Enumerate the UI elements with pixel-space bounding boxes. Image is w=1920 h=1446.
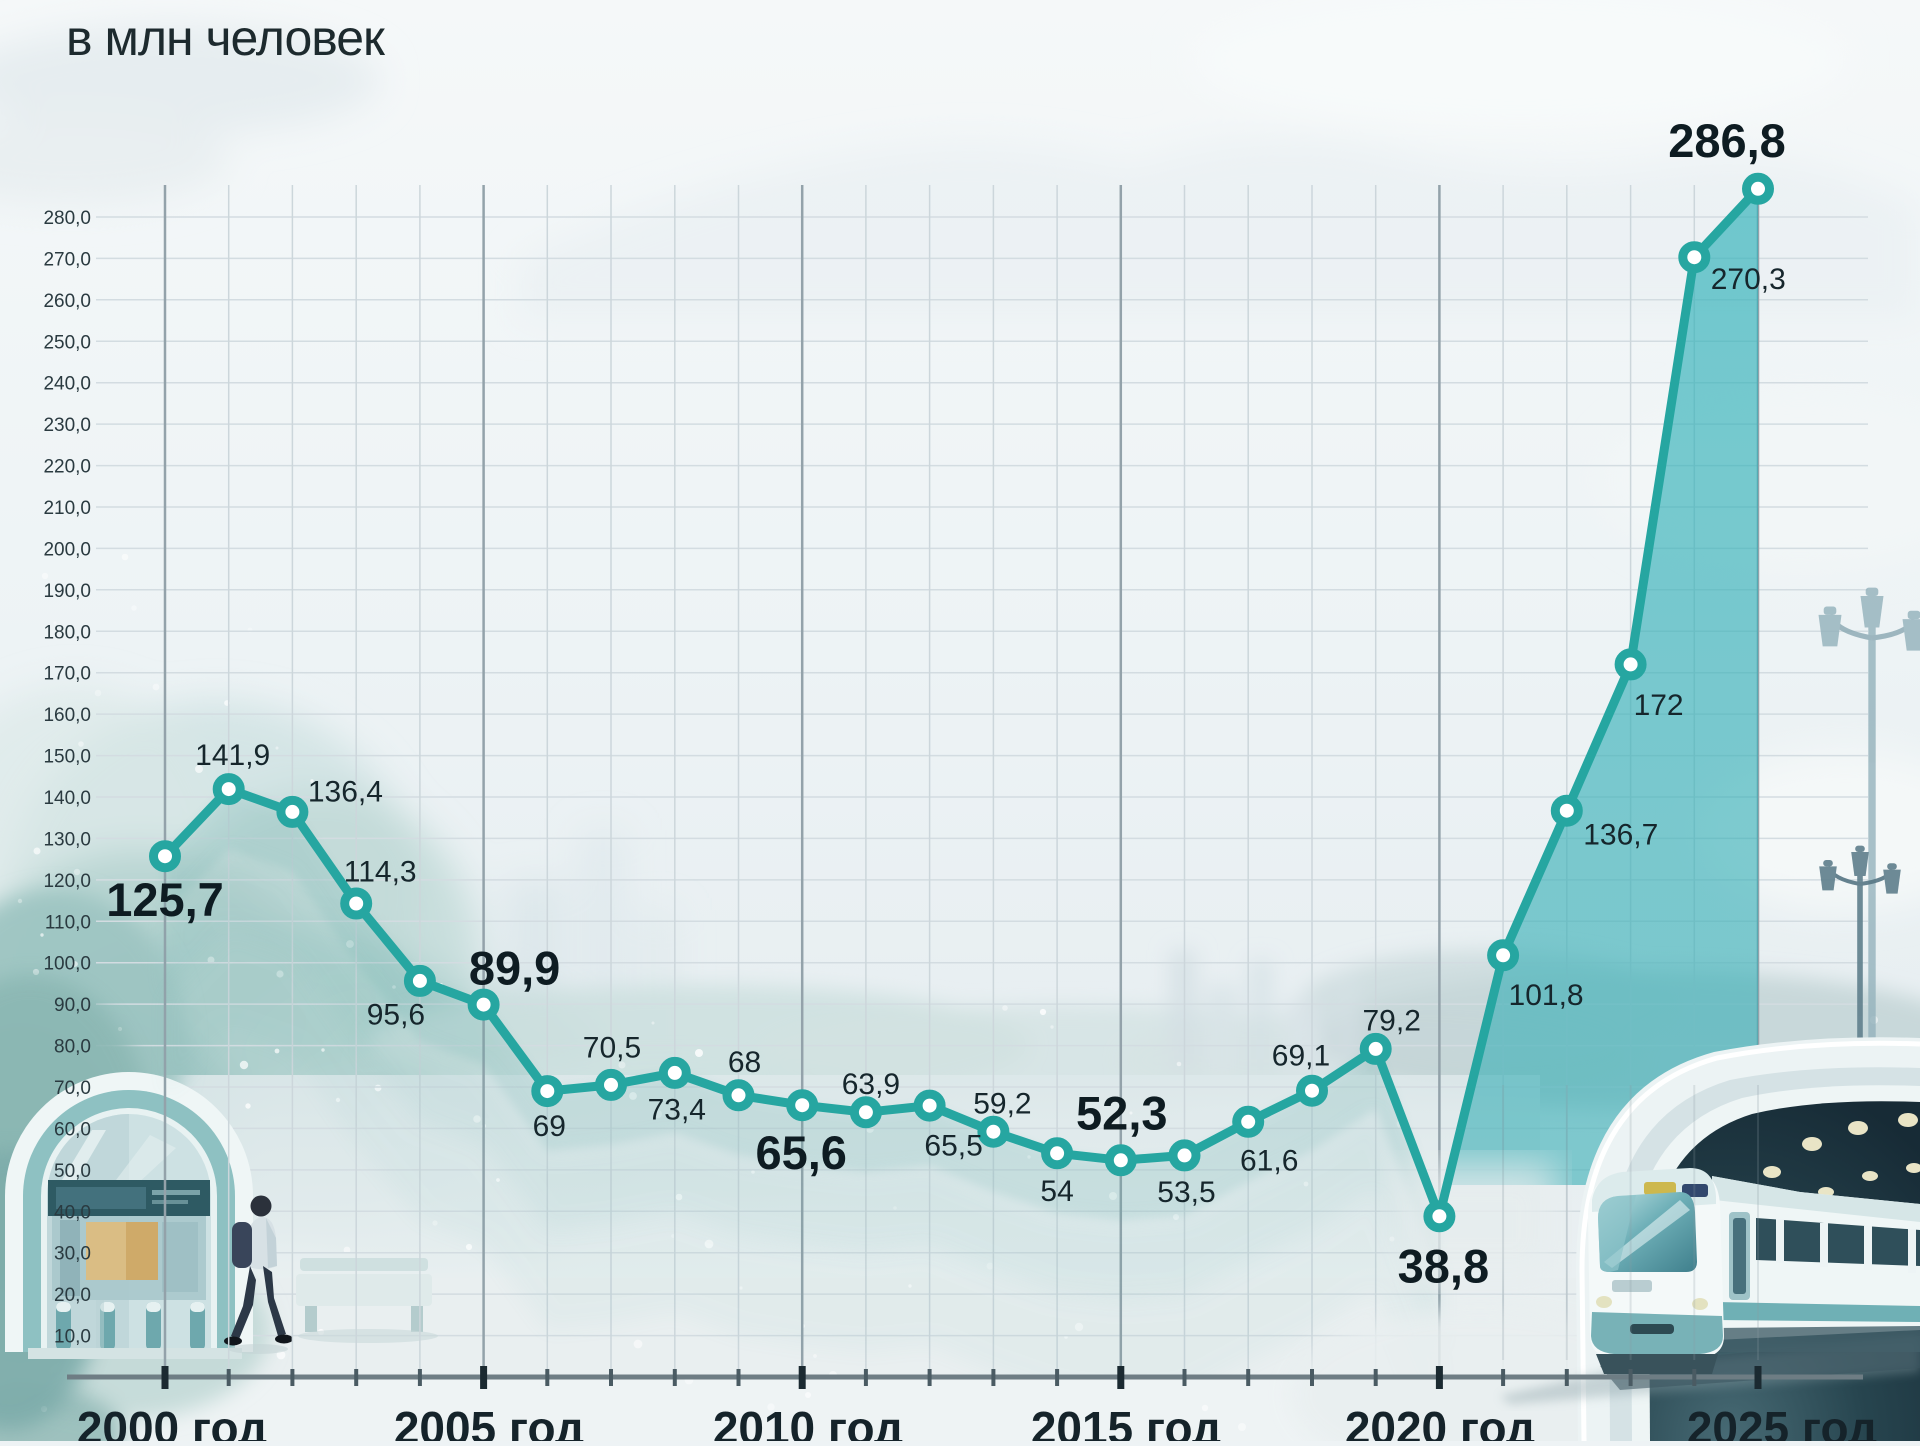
svg-text:136,4: 136,4 bbox=[308, 776, 383, 809]
svg-text:180,0: 180,0 bbox=[43, 622, 91, 643]
svg-text:125,7: 125,7 bbox=[106, 873, 224, 926]
svg-text:110,0: 110,0 bbox=[45, 912, 91, 933]
svg-text:73,4: 73,4 bbox=[648, 1094, 706, 1127]
svg-text:60,0: 60,0 bbox=[54, 1119, 91, 1140]
svg-text:89,9: 89,9 bbox=[469, 942, 560, 995]
svg-text:2020 год: 2020 год bbox=[1345, 1402, 1535, 1441]
svg-text:286,8: 286,8 bbox=[1668, 114, 1786, 167]
svg-text:10,0: 10,0 bbox=[54, 1327, 91, 1348]
svg-text:270,3: 270,3 bbox=[1711, 263, 1786, 296]
svg-text:65,5: 65,5 bbox=[924, 1129, 982, 1162]
svg-text:53,5: 53,5 bbox=[1157, 1176, 1215, 1209]
svg-text:150,0: 150,0 bbox=[43, 747, 91, 768]
svg-text:114,3: 114,3 bbox=[344, 855, 417, 888]
svg-text:260,0: 260,0 bbox=[43, 291, 91, 312]
svg-text:160,0: 160,0 bbox=[43, 705, 91, 726]
svg-text:80,0: 80,0 bbox=[54, 1037, 91, 1058]
svg-text:68: 68 bbox=[728, 1046, 761, 1079]
svg-text:65,6: 65,6 bbox=[755, 1126, 846, 1179]
svg-text:200,0: 200,0 bbox=[43, 539, 91, 560]
svg-text:2005 год: 2005 год bbox=[394, 1402, 584, 1441]
svg-text:280,0: 280,0 bbox=[43, 208, 91, 229]
svg-text:54: 54 bbox=[1040, 1175, 1073, 1208]
svg-text:140,0: 140,0 bbox=[43, 788, 91, 809]
svg-text:130,0: 130,0 bbox=[43, 829, 91, 850]
svg-text:220,0: 220,0 bbox=[43, 457, 91, 478]
svg-text:270,0: 270,0 bbox=[43, 249, 91, 270]
svg-text:50,0: 50,0 bbox=[54, 1161, 91, 1182]
svg-text:в млн человек: в млн человек bbox=[66, 10, 386, 66]
svg-text:90,0: 90,0 bbox=[54, 995, 91, 1016]
svg-text:30,0: 30,0 bbox=[54, 1244, 91, 1265]
svg-text:2025 год: 2025 год bbox=[1687, 1402, 1877, 1441]
svg-text:230,0: 230,0 bbox=[43, 415, 91, 436]
svg-text:59,2: 59,2 bbox=[973, 1088, 1031, 1121]
svg-text:170,0: 170,0 bbox=[43, 664, 91, 685]
svg-text:136,7: 136,7 bbox=[1583, 819, 1658, 852]
svg-text:70,0: 70,0 bbox=[54, 1078, 91, 1099]
svg-text:120,0: 120,0 bbox=[43, 871, 91, 892]
svg-text:95,6: 95,6 bbox=[367, 999, 425, 1032]
svg-text:70,5: 70,5 bbox=[583, 1032, 641, 1065]
svg-text:100,0: 100,0 bbox=[43, 954, 91, 975]
svg-text:172: 172 bbox=[1634, 689, 1684, 722]
svg-text:2000 год: 2000 год bbox=[77, 1402, 267, 1441]
svg-text:69,1: 69,1 bbox=[1272, 1040, 1330, 1073]
svg-text:61,6: 61,6 bbox=[1240, 1145, 1298, 1178]
svg-text:240,0: 240,0 bbox=[43, 374, 91, 395]
svg-text:38,8: 38,8 bbox=[1398, 1239, 1489, 1292]
svg-text:2010 год: 2010 год bbox=[713, 1402, 903, 1441]
svg-text:190,0: 190,0 bbox=[43, 581, 91, 602]
svg-text:250,0: 250,0 bbox=[43, 332, 91, 353]
svg-text:101,8: 101,8 bbox=[1509, 979, 1584, 1012]
svg-text:210,0: 210,0 bbox=[43, 498, 91, 519]
svg-text:2015 год: 2015 год bbox=[1031, 1402, 1221, 1441]
svg-text:63,9: 63,9 bbox=[842, 1068, 900, 1101]
svg-text:79,2: 79,2 bbox=[1363, 1005, 1421, 1038]
svg-text:20,0: 20,0 bbox=[54, 1285, 91, 1306]
svg-text:40,0: 40,0 bbox=[54, 1202, 91, 1223]
svg-text:69: 69 bbox=[533, 1110, 566, 1143]
svg-text:52,3: 52,3 bbox=[1076, 1086, 1167, 1139]
svg-text:141,9: 141,9 bbox=[195, 739, 270, 772]
